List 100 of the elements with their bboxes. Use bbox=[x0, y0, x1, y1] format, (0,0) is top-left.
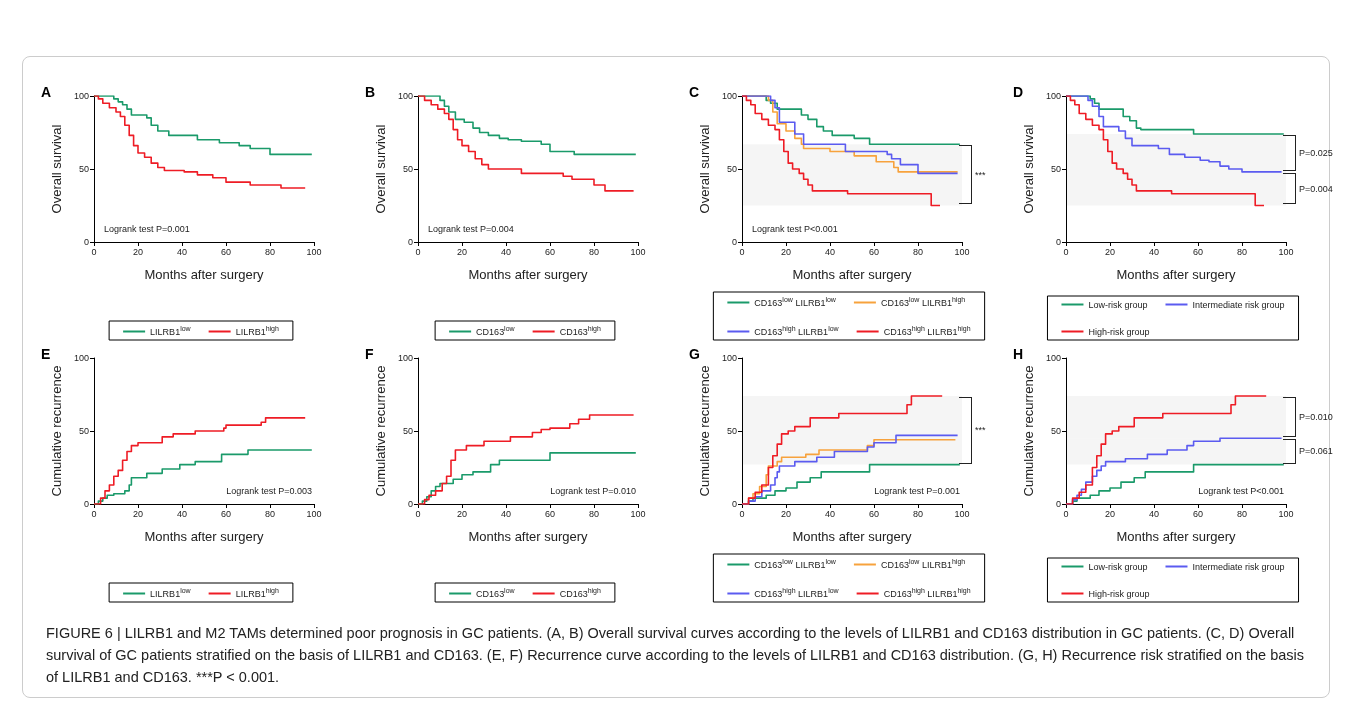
chart-title: F bbox=[365, 346, 374, 362]
band-label: P=0.004 bbox=[1299, 183, 1333, 194]
y-tick-label: 50 bbox=[402, 426, 413, 436]
chart-title: H bbox=[1013, 346, 1024, 362]
chart-title: A bbox=[41, 84, 52, 100]
y-axis-title: Cumulative recurrence bbox=[373, 365, 389, 497]
y-tick-label: 100 bbox=[73, 91, 89, 101]
x-tick-label: 0 bbox=[415, 246, 421, 257]
y-tick-label: 0 bbox=[407, 499, 413, 509]
y-tick-label: 100 bbox=[721, 91, 737, 101]
x-tick-label: 20 bbox=[780, 508, 792, 519]
x-tick-label: 20 bbox=[1104, 508, 1116, 519]
x-tick-label: 40 bbox=[500, 508, 512, 519]
band-label: P=0.061 bbox=[1299, 446, 1333, 457]
annotation: Logrank test P=0.001 bbox=[874, 485, 960, 496]
y-tick-label: 50 bbox=[726, 164, 737, 174]
chart-title: C bbox=[689, 84, 700, 100]
y-tick-label: 50 bbox=[1050, 426, 1061, 436]
caption: FIGURE 6 | LILRB1 and M2 TAMs determined poor prognosis in GC patients. (A, B) Overall survival curves according to the levels of LILRB1 and CD163 distribution in GC patients. (C, D) Overall survival of GC patients stratified on the basis of LILRB1 and CD163. (E, F) Recurrence curve according to the levels of LILRB1 and CD163 distribution. (G, H) Recurrence risk stratified on the basis of LILRB1 and CD163. ***P < 0.001. bbox=[46, 624, 1306, 687]
x-tick-label: 80 bbox=[588, 246, 600, 257]
annotation: Logrank test P=0.001 bbox=[104, 223, 190, 234]
annotation: Logrank test P<0.001 bbox=[752, 223, 838, 234]
x-tick-label: 80 bbox=[264, 246, 276, 257]
x-axis-title: Months after surgery bbox=[468, 529, 589, 544]
chart-title: G bbox=[689, 346, 700, 362]
x-tick-label: 60 bbox=[544, 508, 556, 519]
x-tick-label: 100 bbox=[954, 508, 970, 519]
x-tick-label: 60 bbox=[220, 246, 232, 257]
x-tick-label: 0 bbox=[1063, 246, 1069, 257]
x-tick-label: 40 bbox=[500, 246, 512, 257]
y-tick-label: 0 bbox=[407, 237, 413, 247]
x-tick-label: 40 bbox=[176, 508, 188, 519]
band-label: *** bbox=[975, 425, 986, 436]
legend-label: High-risk group bbox=[1088, 326, 1150, 337]
x-tick-label: 20 bbox=[456, 246, 468, 257]
x-tick-label: 80 bbox=[1236, 246, 1248, 257]
legend-label: Intermediate risk group bbox=[1192, 561, 1285, 572]
x-tick-label: 40 bbox=[824, 246, 836, 257]
band-label: P=0.010 bbox=[1299, 412, 1333, 423]
y-tick-label: 0 bbox=[1055, 237, 1061, 247]
legend-label: Intermediate risk group bbox=[1192, 299, 1285, 310]
y-axis-title: Cumulative recurrence bbox=[1021, 365, 1037, 497]
x-tick-label: 0 bbox=[1063, 508, 1069, 519]
x-tick-label: 20 bbox=[1104, 246, 1116, 257]
chart-title: B bbox=[365, 84, 376, 100]
x-tick-label: 80 bbox=[912, 246, 924, 257]
y-axis-title: Overall survival bbox=[697, 124, 713, 214]
x-tick-label: 80 bbox=[912, 508, 924, 519]
x-tick-label: 40 bbox=[824, 508, 836, 519]
x-axis-title: Months after surgery bbox=[792, 529, 913, 544]
y-tick-label: 50 bbox=[1050, 164, 1061, 174]
y-axis-title: Cumulative recurrence bbox=[697, 365, 713, 497]
y-tick-label: 100 bbox=[397, 91, 413, 101]
x-tick-label: 0 bbox=[739, 246, 745, 257]
annotation: Logrank test P=0.010 bbox=[550, 485, 636, 496]
x-axis-title: Months after surgery bbox=[792, 267, 913, 282]
chart-title: D bbox=[1013, 84, 1024, 100]
x-axis-title: Months after surgery bbox=[1116, 267, 1237, 282]
x-tick-label: 100 bbox=[630, 246, 646, 257]
y-axis-title: Overall survival bbox=[1021, 124, 1037, 214]
x-tick-label: 60 bbox=[868, 508, 880, 519]
y-tick-label: 100 bbox=[73, 353, 89, 363]
y-tick-label: 100 bbox=[1045, 91, 1061, 101]
y-tick-label: 0 bbox=[83, 237, 89, 247]
y-tick-label: 0 bbox=[731, 237, 737, 247]
x-tick-label: 100 bbox=[306, 246, 322, 257]
y-tick-label: 50 bbox=[726, 426, 737, 436]
y-axis-title: Overall survival bbox=[49, 124, 65, 214]
y-tick-label: 0 bbox=[83, 499, 89, 509]
x-axis-title: Months after surgery bbox=[468, 267, 589, 282]
x-tick-label: 40 bbox=[1148, 508, 1160, 519]
x-axis-title: Months after surgery bbox=[1116, 529, 1237, 544]
x-tick-label: 40 bbox=[1148, 246, 1160, 257]
band-label: *** bbox=[975, 169, 986, 180]
x-tick-label: 20 bbox=[780, 246, 792, 257]
x-axis-title: Months after surgery bbox=[144, 267, 265, 282]
x-tick-label: 20 bbox=[132, 246, 144, 257]
y-tick-label: 0 bbox=[731, 499, 737, 509]
annotation: Logrank test P=0.004 bbox=[428, 223, 514, 234]
x-axis-title: Months after surgery bbox=[144, 529, 265, 544]
y-tick-label: 100 bbox=[1045, 353, 1061, 363]
y-tick-label: 50 bbox=[78, 164, 89, 174]
legend-label: Low-risk group bbox=[1088, 299, 1148, 310]
x-tick-label: 60 bbox=[1192, 508, 1204, 519]
y-tick-label: 0 bbox=[1055, 499, 1061, 509]
x-tick-label: 100 bbox=[1278, 508, 1294, 519]
x-tick-label: 60 bbox=[868, 246, 880, 257]
y-tick-label: 50 bbox=[402, 164, 413, 174]
x-tick-label: 0 bbox=[415, 508, 421, 519]
legend-label: High-risk group bbox=[1088, 588, 1150, 599]
x-tick-label: 80 bbox=[588, 508, 600, 519]
x-tick-label: 60 bbox=[1192, 246, 1204, 257]
x-tick-label: 100 bbox=[630, 508, 646, 519]
y-axis-title: Cumulative recurrence bbox=[49, 365, 65, 497]
x-tick-label: 100 bbox=[954, 246, 970, 257]
x-tick-label: 20 bbox=[132, 508, 144, 519]
y-tick-label: 100 bbox=[721, 353, 737, 363]
x-tick-label: 0 bbox=[91, 246, 97, 257]
legend-label: Low-risk group bbox=[1088, 561, 1148, 572]
x-tick-label: 20 bbox=[456, 508, 468, 519]
